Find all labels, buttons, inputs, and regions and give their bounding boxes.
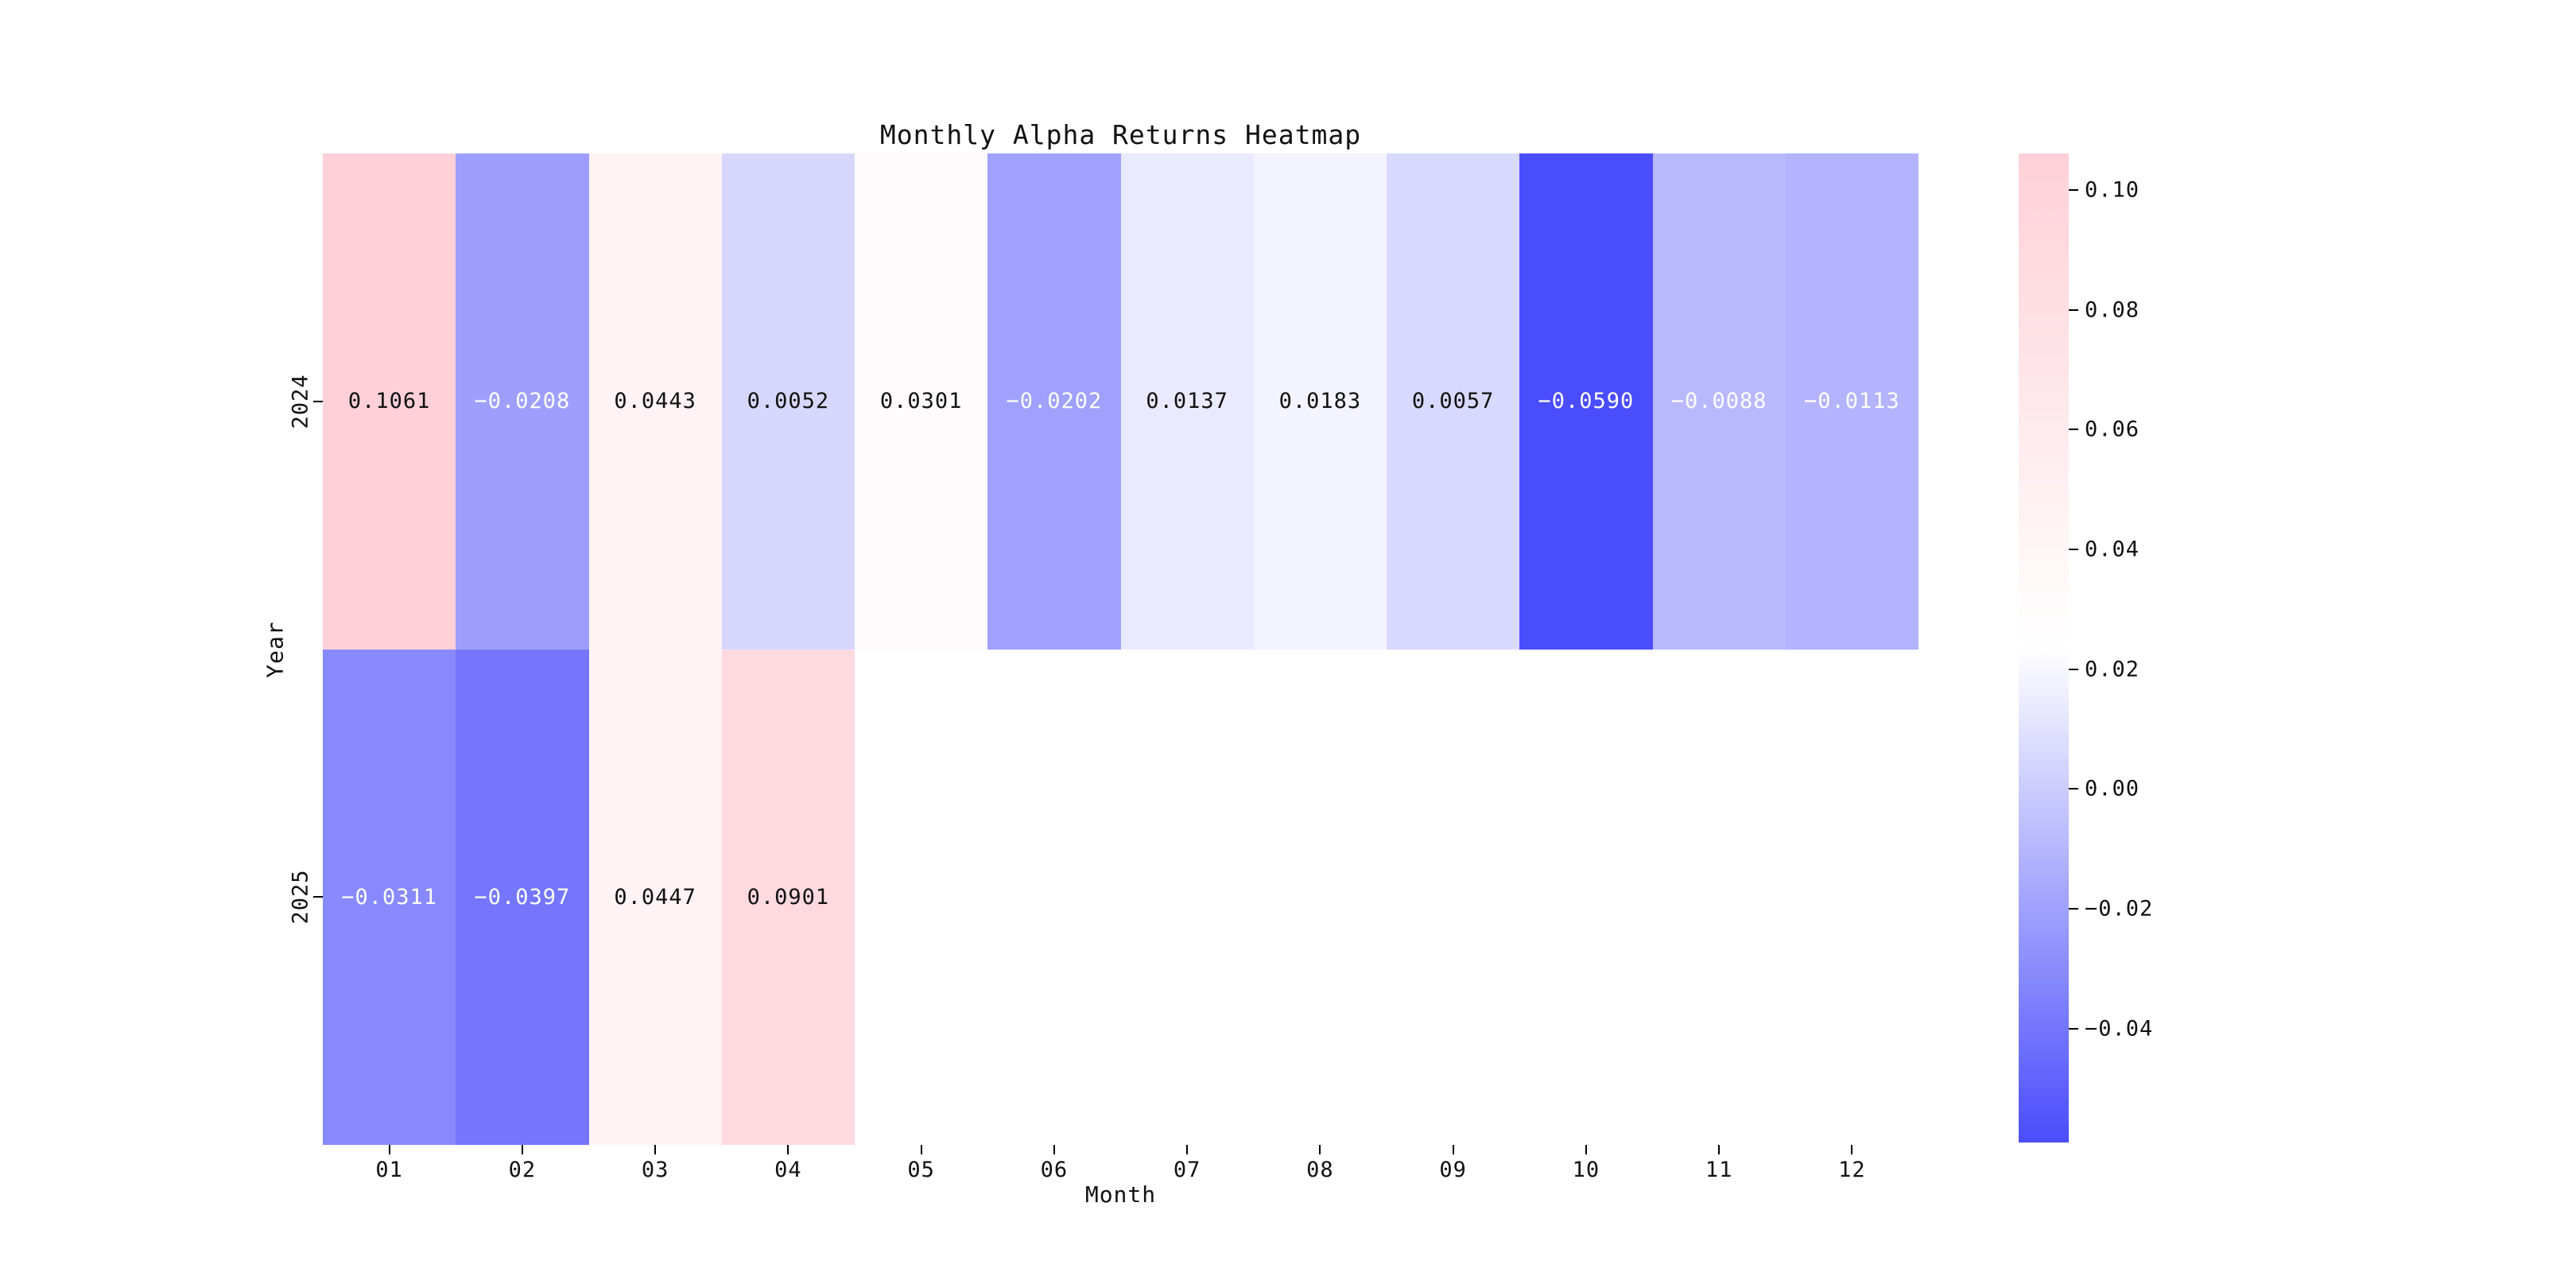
colorbar [2019, 153, 2069, 1143]
x-axis-label: Month [1084, 1181, 1157, 1208]
x-tick-mark [1452, 1145, 1454, 1154]
x-tick-mark [654, 1145, 657, 1154]
colorbar-tick-mark [2069, 1027, 2078, 1030]
heatmap-cell: 0.0901 [721, 649, 855, 1145]
heatmap-cell: 0.0301 [855, 153, 988, 650]
heatmap-cell [1519, 649, 1653, 1145]
x-tick-mark [1718, 1145, 1721, 1154]
x-tick-mark [1319, 1145, 1321, 1154]
colorbar-tick-label: −0.04 [2085, 1016, 2154, 1042]
colorbar-tick-label: 0.04 [2085, 537, 2140, 562]
x-tick-label: 02 [508, 1158, 537, 1182]
cell-annotation: −0.0590 [1538, 389, 1635, 414]
cell-annotation: 0.0443 [614, 389, 696, 414]
colorbar-tick-mark [2069, 429, 2078, 431]
cell-annotation: 0.0057 [1411, 389, 1495, 414]
y-tick-mark [313, 400, 323, 402]
colorbar-tick-label: 0.10 [2085, 177, 2140, 203]
cell-annotation: −0.0397 [474, 884, 571, 910]
heatmap-cell: −0.0311 [323, 649, 456, 1145]
x-tick-mark [1053, 1145, 1055, 1154]
cell-annotation: −0.0202 [1006, 389, 1103, 414]
cell-annotation: 0.0447 [614, 884, 696, 910]
colorbar-tick-label: 0.02 [2085, 657, 2140, 682]
heatmap-cell: 0.0443 [588, 153, 722, 650]
cell-annotation: 0.0901 [747, 884, 830, 910]
heatmap-cell [855, 649, 988, 1145]
x-tick-label: 08 [1306, 1158, 1334, 1182]
heatmap-cell: −0.0208 [456, 153, 589, 650]
y-axis-label-wrap: Year [262, 621, 332, 677]
y-axis-label: Year [262, 621, 289, 678]
heatmap-cell: −0.0088 [1652, 153, 1786, 650]
colorbar-tick-label: 0.00 [2085, 776, 2140, 801]
heatmap-cell [987, 649, 1121, 1145]
x-tick-mark [521, 1145, 523, 1154]
heatmap-cell [1253, 649, 1387, 1145]
x-tick-mark [920, 1145, 922, 1154]
colorbar-tick-mark [2069, 188, 2078, 191]
heatmap-cell: 0.0052 [721, 153, 855, 650]
y-tick-mark [313, 896, 323, 898]
heatmap-cell: −0.0113 [1785, 153, 1918, 650]
heatmap-cell: 0.1061 [323, 153, 456, 650]
y-tick-label: 2024 [288, 374, 313, 429]
cell-annotation: −0.0208 [474, 389, 571, 414]
colorbar-tick-mark [2069, 908, 2078, 910]
cell-annotation: 0.0301 [879, 389, 963, 414]
heatmap-cell: −0.0397 [456, 649, 589, 1145]
heatmap-cell [1785, 649, 1918, 1145]
chart-title: Monthly Alpha Returns Heatmap [879, 119, 1362, 150]
heatmap-cell: 0.0447 [588, 649, 722, 1145]
colorbar-tick-mark [2069, 549, 2078, 551]
colorbar-tick-mark [2069, 668, 2078, 670]
heatmap-cell: 0.0137 [1120, 153, 1254, 650]
x-tick-label: 04 [774, 1158, 802, 1182]
heatmap-cell: 0.0057 [1387, 153, 1520, 650]
heatmap-cell [1120, 649, 1254, 1145]
heatmap-cell: −0.0202 [987, 153, 1121, 650]
heatmap-cell [1387, 649, 1520, 1145]
colorbar-tick-label: 0.06 [2085, 417, 2140, 442]
cell-annotation: 0.0137 [1146, 389, 1228, 414]
x-tick-mark [1186, 1145, 1189, 1154]
x-tick-mark [1851, 1145, 1853, 1154]
colorbar-tick-mark [2069, 308, 2078, 311]
cell-annotation: −0.0088 [1670, 389, 1767, 414]
x-tick-label: 12 [1838, 1158, 1866, 1182]
heatmap-plot-area: 0.1061 −0.0208 0.0443 0.0052 0.0301 −0.0202 0.… [323, 153, 1918, 1145]
x-tick-mark [388, 1145, 390, 1154]
heatmap-cell [1652, 649, 1786, 1145]
x-tick-mark [787, 1145, 789, 1154]
cell-annotation: 0.0183 [1278, 389, 1362, 414]
colorbar-tick-mark [2069, 788, 2078, 790]
x-tick-label: 09 [1439, 1158, 1467, 1182]
cell-annotation: 0.0052 [747, 389, 830, 414]
colorbar-tick-label: 0.08 [2085, 297, 2140, 323]
heatmap-cell: 0.0183 [1253, 153, 1387, 650]
x-tick-label: 06 [1040, 1158, 1069, 1182]
x-tick-label: 07 [1173, 1158, 1201, 1182]
cell-annotation: −0.0311 [341, 884, 438, 910]
x-tick-label: 10 [1572, 1158, 1600, 1182]
x-tick-label: 01 [375, 1158, 403, 1182]
x-tick-mark [1585, 1145, 1587, 1154]
y-tick-label: 2025 [288, 869, 313, 925]
x-tick-label: 05 [907, 1158, 935, 1182]
x-tick-label: 11 [1705, 1158, 1733, 1182]
heatmap-cell: −0.0590 [1519, 153, 1653, 650]
colorbar-tick-label: −0.02 [2085, 896, 2154, 921]
x-tick-label: 03 [641, 1158, 669, 1182]
cell-annotation: −0.0113 [1803, 389, 1900, 414]
cell-annotation: 0.1061 [347, 389, 431, 414]
